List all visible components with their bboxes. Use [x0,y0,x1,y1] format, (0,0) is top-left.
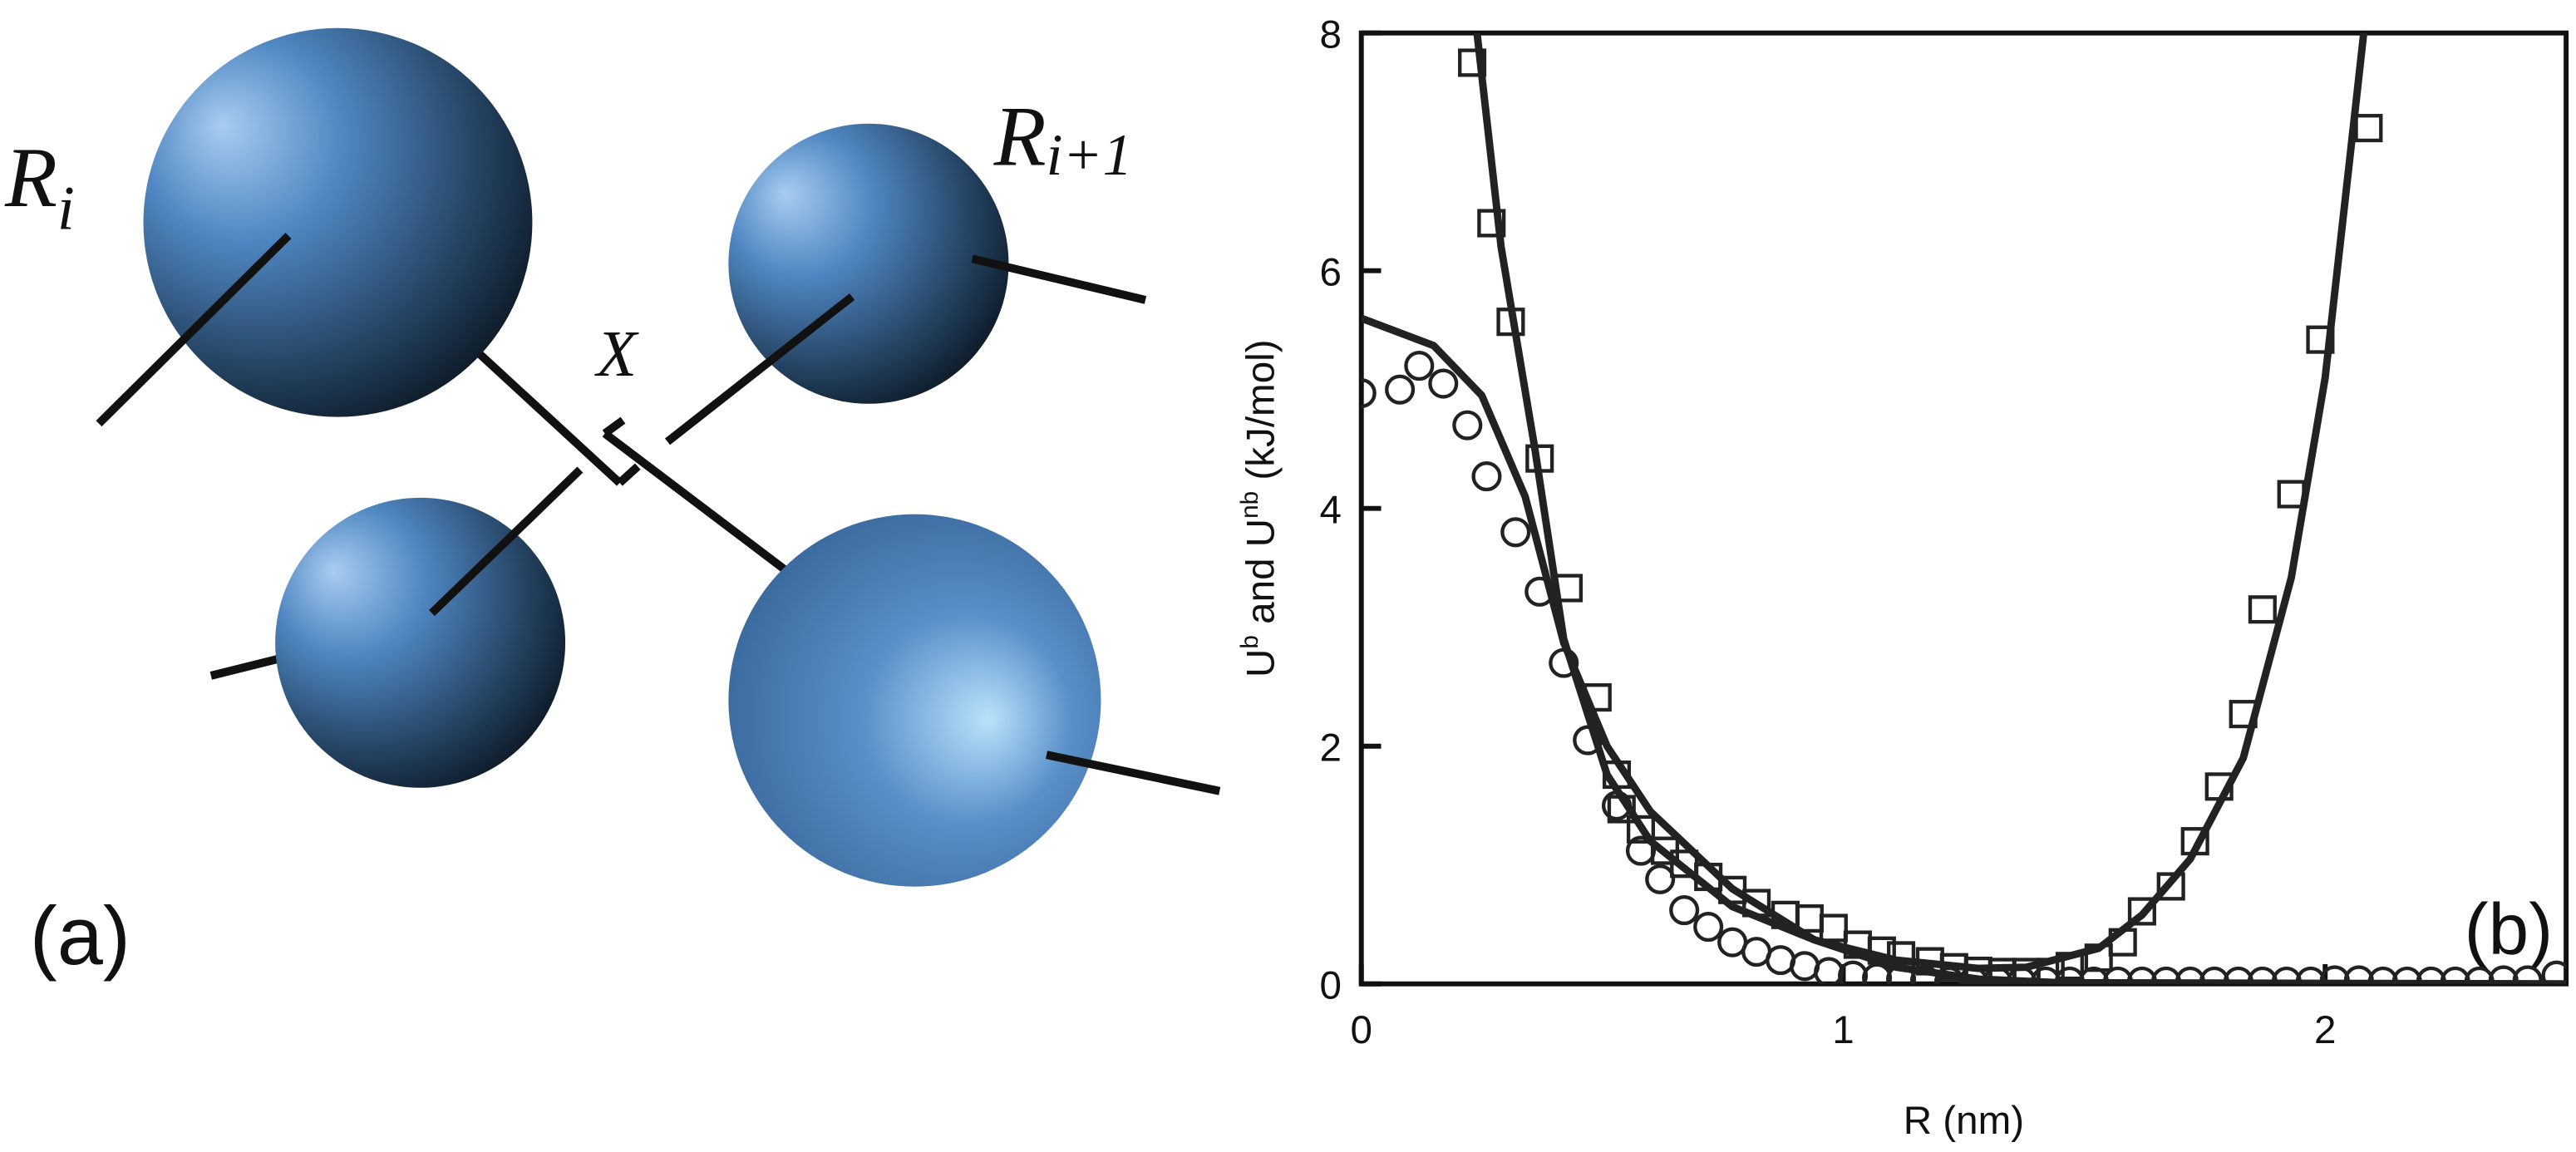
circle-marker [1909,965,1941,984]
y-axis-label-part: and U [1239,519,1283,635]
square-marker [2127,897,2156,926]
circle-marker [1452,410,1483,441]
y-axis-label-part: (kJ/mol) [1239,339,1283,490]
circle-marker [1471,461,1502,492]
square-marker [1819,913,1848,943]
circle-marker [1385,374,1416,405]
atom-label: Ri [4,130,75,244]
sphere [728,514,1101,887]
circle-marker [1766,945,1796,976]
circle-marker [1669,895,1700,926]
y-tick-label: 0 [1319,964,1341,1008]
annotation: (b) [2465,889,2554,970]
sphere [275,497,566,788]
circle-marker [1790,951,1820,982]
panel-label: (a) [30,890,131,982]
y-tick-label: 6 [1319,251,1341,295]
y-tick-label: 8 [1319,13,1341,57]
circle-marker [1500,517,1531,548]
circle-marker [1361,377,1377,409]
atom-subscript: i [57,175,75,244]
square-marker [2277,480,2306,509]
circle-marker [1838,960,1869,984]
diagram: Ri Ri+1 X (a) [4,27,1221,982]
circle-marker [2541,960,2567,984]
square-marker [2248,595,2277,624]
square-marker [2354,114,2383,143]
x-axis-label: R (nm) [1904,1099,2024,1143]
square-marker [1477,209,1506,238]
sphere [143,27,533,417]
x-tick-label: 1 [1832,1008,1854,1052]
circle-marker [1645,864,1676,894]
fit-line [1361,314,2567,984]
y-axis-label-part: U [1239,649,1283,677]
square-marker [1626,815,1656,844]
y-axis-label: Ub and Unb (kJ/mol) [1236,339,1283,677]
circle-marker [1814,957,1845,984]
x-tick-label: 2 [2314,1008,2336,1052]
fit-line [1473,32,2368,972]
atom-subscript: i+1 [1047,122,1133,188]
plot-area [1361,32,2567,984]
y-axis-label-superscript: b [1236,635,1263,649]
y-axis-label-superscript: nb [1236,491,1263,519]
atom-label: Ri+1 [993,89,1133,188]
chart: 0 1 2 0 2 4 6 8 R (nm) Ub and Unb (kJ/mol) (b) [1236,13,2569,1143]
square-marker [2156,872,2185,901]
y-tick-label: 2 [1319,726,1341,770]
square-marker [1458,48,1487,77]
circle-marker [1428,368,1459,399]
y-tick-label: 4 [1319,489,1341,533]
circle-marker [1404,351,1435,382]
x-tick-label: 0 [1350,1008,1372,1052]
atom-name: R [993,89,1047,184]
circle-marker [1693,912,1724,943]
center-label: X [594,318,639,391]
atom-name: R [4,130,57,225]
